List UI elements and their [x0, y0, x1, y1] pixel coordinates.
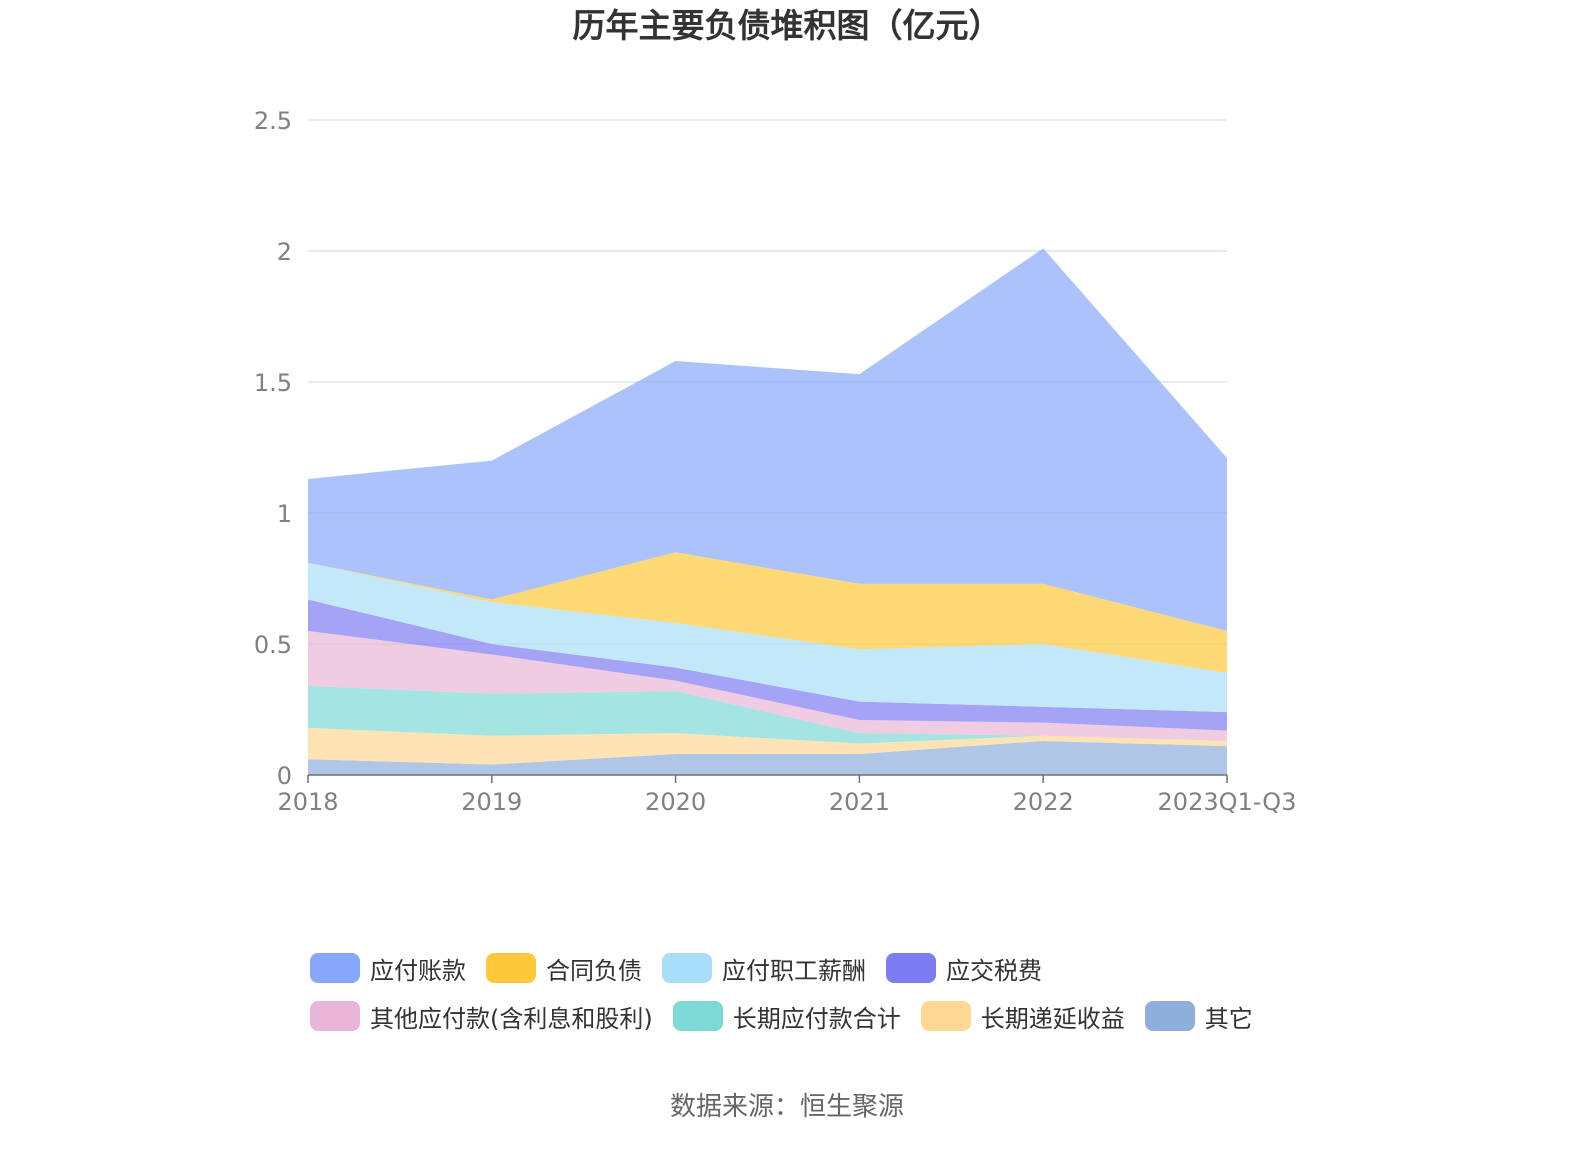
y-tick-label: 1.5 [254, 369, 292, 397]
legend: 应付账款 合同负债 应付职工薪酬 应交税费 其他应付款(含利息和股利) 长期应付款合计 长… [310, 944, 1310, 1040]
legend-swatch [886, 953, 936, 983]
area-series-应交税费 [308, 599, 1227, 731]
x-tick-label: 2019 [461, 788, 522, 816]
legend-swatch [662, 953, 712, 983]
y-tick-label: 0 [277, 762, 292, 790]
area-series [308, 248, 1227, 775]
area-series-合同负债 [308, 552, 1227, 673]
legend-label: 应交税费 [946, 956, 1042, 985]
x-tick-label: 2021 [829, 788, 890, 816]
legend-item[interactable]: 其他应付款(含利息和股利) [310, 999, 653, 1034]
legend-swatch [1144, 1001, 1195, 1031]
legend-label: 合同负债 [546, 956, 642, 985]
x-tick-label: 2023Q1-Q3 [1158, 788, 1297, 816]
x-tick-label: 2020 [645, 788, 706, 816]
legend-item[interactable]: 应交税费 [886, 951, 1042, 986]
y-tick-label: 0.5 [254, 631, 292, 659]
stacked-area-chart: 0 0.5 1 1.5 2 2.5 2018 2019 2020 2021 2022 2023Q1-Q… [254, 107, 1297, 816]
area-series-长期递延收益 [308, 727, 1227, 765]
x-tick-label: 2022 [1013, 788, 1074, 816]
legend-item[interactable]: 其它 [1144, 999, 1253, 1034]
legend-label: 其他应付款(含利息和股利) [370, 1004, 653, 1033]
legend-row: 其他应付款(含利息和股利) 长期应付款合计 长期递延收益 其它 [310, 992, 1310, 1040]
legend-swatch [310, 953, 360, 983]
legend-swatch [920, 1001, 971, 1031]
legend-item[interactable]: 长期应付款合计 [672, 999, 901, 1034]
legend-label: 长期应付款合计 [732, 1004, 901, 1033]
y-tick-label: 2.5 [254, 107, 292, 135]
legend-item[interactable]: 应付账款 [310, 951, 466, 986]
y-tick-label: 2 [277, 238, 292, 266]
legend-label: 其它 [1204, 1004, 1253, 1033]
legend-label: 应付职工薪酬 [722, 956, 866, 985]
legend-item[interactable]: 合同负债 [486, 951, 642, 986]
axes: 0 0.5 1 1.5 2 2.5 2018 2019 2020 2021 2022 2023Q1-Q… [254, 107, 1297, 816]
area-series-应付账款 [308, 248, 1227, 631]
legend-item[interactable]: 应付职工薪酬 [662, 951, 866, 986]
y-tick-label: 1 [277, 500, 292, 528]
x-tick-label: 2018 [277, 788, 338, 816]
data-source: 数据来源：恒生聚源 [669, 1092, 904, 1122]
chart-title: 历年主要负债堆积图（亿元） [572, 6, 1002, 45]
area-series-其它 [308, 740, 1227, 775]
legend-swatch [672, 1001, 723, 1031]
legend-label: 应付账款 [370, 956, 466, 985]
legend-label: 长期递延收益 [980, 1004, 1125, 1033]
area-series-长期应付款合计 [308, 685, 1227, 744]
area-series-应付职工薪酬 [308, 562, 1227, 713]
legend-swatch [486, 953, 536, 983]
area-series-其他应付款(含利息和股利) [308, 630, 1227, 741]
legend-swatch [310, 1001, 360, 1031]
legend-item[interactable]: 长期递延收益 [920, 999, 1125, 1034]
legend-row: 应付账款 合同负债 应付职工薪酬 应交税费 [310, 944, 1310, 992]
